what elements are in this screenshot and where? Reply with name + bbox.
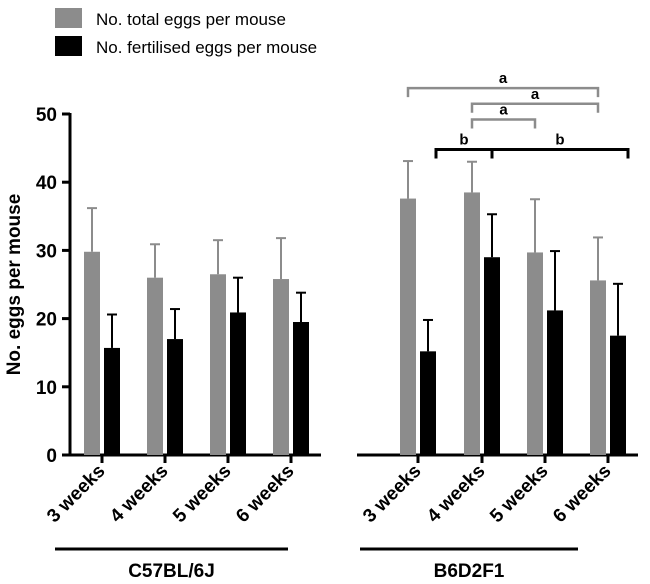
bar-total — [210, 274, 226, 455]
x-tick-label: 5 weeks — [486, 461, 552, 527]
bar-fertilised — [104, 347, 120, 455]
x-tick-label: 4 weeks — [423, 461, 489, 527]
y-axis: 0 10 20 30 40 50 No. eggs per mouse — [4, 105, 72, 467]
x-tick-label: 6 weeks — [232, 461, 298, 527]
bar-fertilised — [610, 335, 626, 455]
legend-label-1: No. total eggs per mouse — [96, 10, 286, 29]
bar-fertilised — [293, 322, 309, 455]
legend-label-2: No. fertilised eggs per mouse — [96, 38, 317, 57]
significance-bracket — [490, 147, 630, 159]
y-tick-label: 10 — [36, 378, 57, 399]
bar-fertilised — [167, 339, 183, 455]
bar-total — [527, 252, 543, 455]
bar-total — [273, 279, 289, 455]
significance-bracket — [470, 118, 537, 129]
bar-total — [400, 198, 416, 455]
bars — [84, 160, 626, 455]
bar-fertilised — [420, 351, 436, 455]
group-labels: C57BL/6J B6D2F1 — [55, 547, 578, 582]
bar-total — [147, 277, 163, 455]
bar-total — [84, 251, 100, 455]
x-tick-label: 3 weeks — [359, 461, 425, 527]
x-tick-label: 3 weeks — [43, 461, 109, 527]
legend-swatch-1 — [55, 8, 82, 28]
significance-label: a — [499, 70, 508, 87]
bar-fertilised — [484, 257, 500, 455]
x-tick-label: 4 weeks — [106, 461, 172, 527]
significance-label: b — [555, 131, 564, 148]
y-tick-label: 40 — [36, 173, 57, 194]
bar-total — [590, 280, 606, 455]
bar-fertilised — [547, 310, 563, 455]
x-tick-label: 6 weeks — [549, 461, 615, 527]
x-tick-label: 5 weeks — [169, 461, 235, 527]
group-label: C57BL/6J — [128, 561, 215, 582]
significance-label: a — [499, 101, 508, 118]
legend-swatch-2 — [55, 36, 82, 56]
group-label: B6D2F1 — [434, 561, 505, 582]
significance-label: a — [531, 86, 540, 103]
bar-fertilised — [230, 312, 246, 455]
y-tick-label: 0 — [46, 446, 57, 467]
significance-bracket — [406, 86, 600, 98]
y-tick-label: 20 — [36, 310, 57, 331]
bar-total — [464, 192, 480, 455]
significance-label: b — [459, 131, 468, 148]
significance-bracket — [470, 102, 600, 113]
y-tick-label: 30 — [36, 241, 57, 262]
y-axis-title: No. eggs per mouse — [4, 194, 25, 376]
legend: No. total eggs per mouse No. fertilised e… — [55, 8, 317, 57]
y-tick-label: 50 — [36, 105, 57, 126]
significance-bracket — [434, 147, 494, 159]
